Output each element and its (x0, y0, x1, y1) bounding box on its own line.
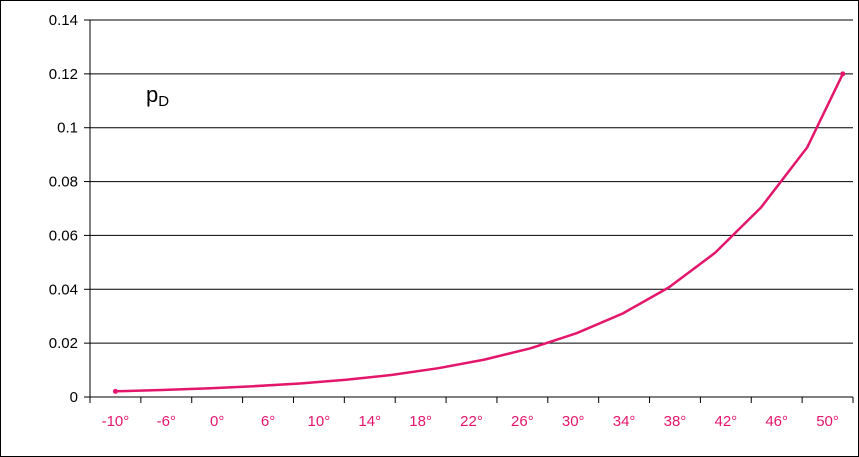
y-tick-label: 0.1 (57, 120, 78, 137)
grid-layer (84, 19, 853, 398)
x-tick-label: 50° (816, 413, 839, 430)
y-tick-label: 0 (70, 389, 78, 406)
x-tick-label: 14° (358, 413, 381, 430)
x-tick-label: 22° (460, 413, 483, 430)
x-tick-label: 42° (714, 413, 737, 430)
x-tick-labels: -10° -6° 0° 6° 10° 14° 18° 22° 26° 30° 34° 38° 42° 46… (102, 413, 839, 430)
y-tick-labels: 0 0.02 0.04 0.06 0.08 0.1 0.12 0.14 (49, 12, 78, 406)
x-tick-label: 18° (409, 413, 432, 430)
x-tick-label: 10° (308, 413, 331, 430)
x-tick-label: 6° (261, 413, 275, 430)
y-tick-label: 0.14 (49, 12, 78, 29)
x-tick-label: 46° (765, 413, 788, 430)
x-tick-label: -10° (102, 413, 130, 430)
x-tick-label: 30° (562, 413, 585, 430)
x-tick-label: 38° (664, 413, 687, 430)
y-tick-label: 0.02 (49, 335, 78, 352)
series-endpoint (840, 71, 846, 77)
x-tick-label: 0° (210, 413, 224, 430)
series-line (115, 73, 844, 393)
y-tick-label: 0.04 (49, 281, 78, 298)
y-tick-label: 0.12 (49, 66, 78, 83)
x-tick-label: -6° (157, 413, 176, 430)
x-tick-label: 34° (613, 413, 636, 430)
y-tick-label: 0.06 (49, 227, 78, 244)
series-annotation: pD (146, 82, 169, 110)
y-tick-label: 0.08 (49, 174, 78, 191)
x-tick-label: 26° (511, 413, 534, 430)
annotation-main: p (146, 82, 158, 107)
axis-layer (89, 20, 854, 403)
annotation-sub: D (158, 93, 169, 110)
series-layer (112, 71, 846, 394)
series-endpoint (112, 388, 118, 394)
